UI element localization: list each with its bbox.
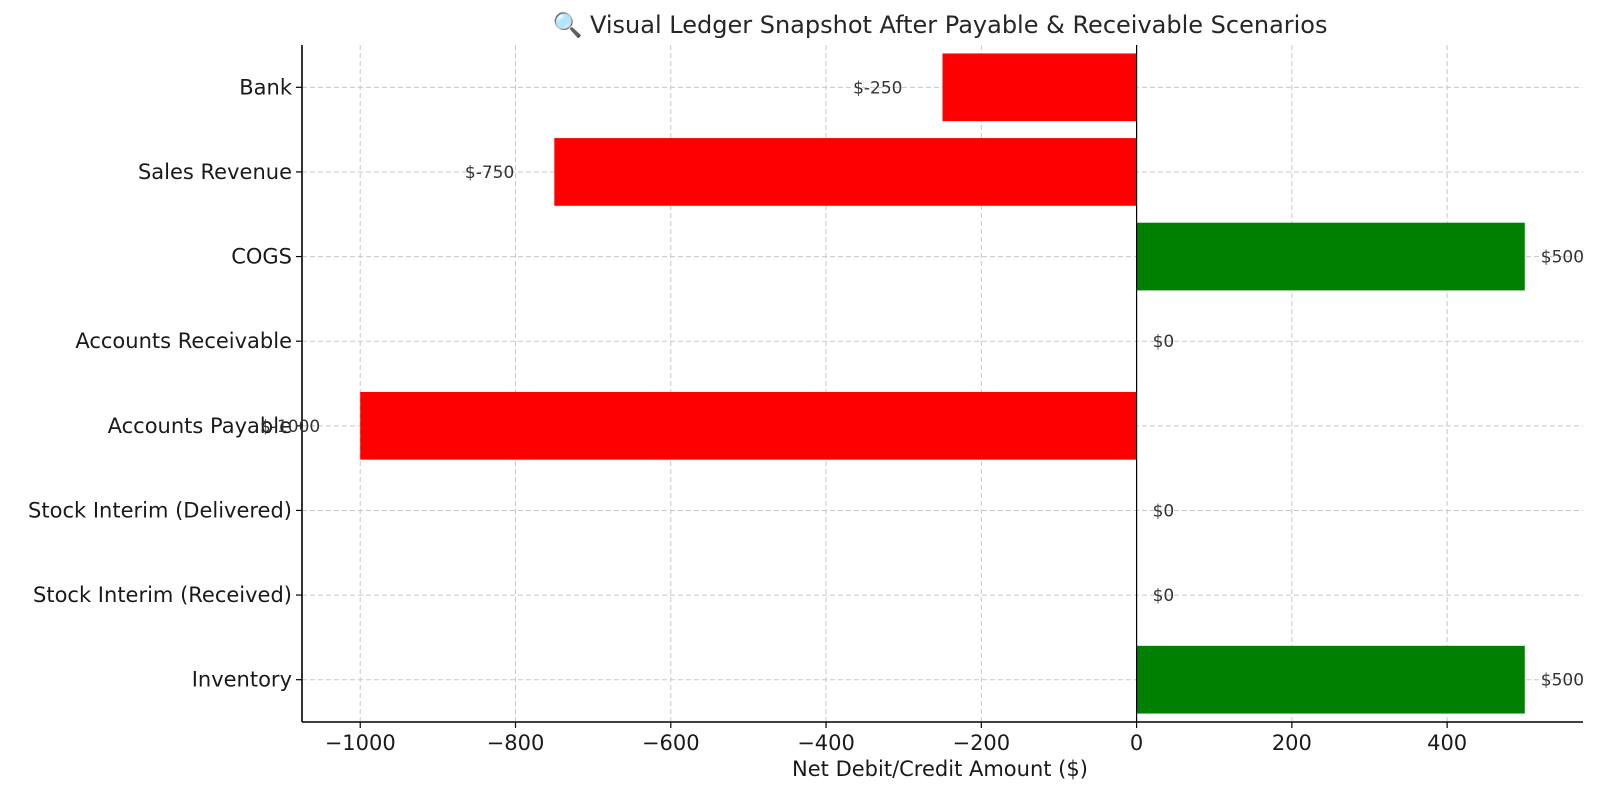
x-tick-label: 0 — [1130, 731, 1143, 755]
y-tick-label: COGS — [231, 245, 292, 269]
data-label: $-1000 — [260, 417, 320, 437]
bar-accounts-payable — [360, 391, 1137, 460]
x-tick-label: 400 — [1427, 731, 1467, 755]
data-label: $500 — [1541, 671, 1584, 691]
y-tick-label: Accounts Payable — [108, 414, 292, 438]
x-axis-label: Net Debit/Credit Amount ($) — [792, 757, 1088, 781]
bars-layer — [360, 53, 1525, 714]
axes-layer — [296, 45, 1583, 728]
y-tick-label: Accounts Receivable — [75, 329, 292, 353]
chart-title: 🔍 Visual Ledger Snapshot After Payable &… — [552, 9, 1327, 39]
x-tick-label: −1000 — [325, 731, 396, 755]
x-tick-label: −200 — [952, 731, 1010, 755]
x-tick-label: −600 — [642, 731, 700, 755]
labels-layer: −1000 −800 −600 −400 −200 0 200 400 Inventory Sto… — [28, 75, 1584, 755]
x-tick-label: −800 — [487, 731, 545, 755]
bar-cogs — [1136, 222, 1525, 291]
bar-bank — [942, 53, 1137, 122]
x-tick-label: −400 — [797, 731, 855, 755]
x-tick-label: 200 — [1272, 731, 1312, 755]
y-tick-label: Stock Interim (Received) — [33, 583, 292, 607]
y-tick-label: Stock Interim (Delivered) — [28, 498, 292, 522]
data-label: $-750 — [465, 163, 514, 183]
y-tick-label: Sales Revenue — [138, 160, 292, 184]
data-label: $-250 — [853, 78, 902, 98]
bar-inventory — [1136, 645, 1525, 714]
data-label: $0 — [1153, 332, 1175, 352]
bar-sales-revenue — [554, 138, 1137, 206]
data-label: $500 — [1541, 248, 1584, 268]
data-label: $0 — [1153, 586, 1175, 606]
y-tick-label: Inventory — [192, 668, 292, 692]
y-tick-label: Bank — [239, 75, 293, 99]
data-label: $0 — [1153, 501, 1175, 521]
